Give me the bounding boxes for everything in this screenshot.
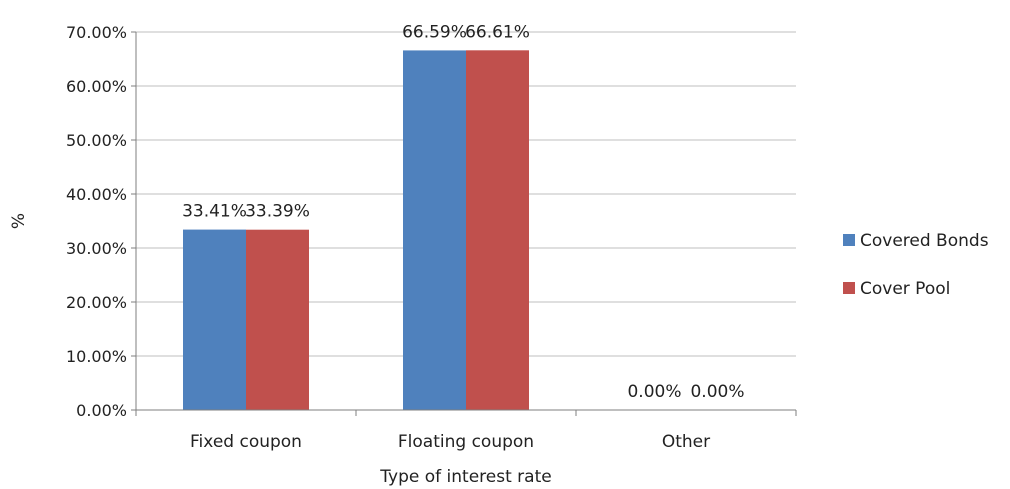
x-category-label: Floating coupon	[398, 432, 534, 452]
data-label-covered-bonds: 66.59%	[402, 22, 467, 42]
data-label-cover-pool: 66.61%	[465, 22, 530, 42]
y-tick-label: 40.00%	[66, 185, 127, 204]
data-label-covered-bonds: 0.00%	[627, 382, 681, 402]
category-labels: Fixed coupon Floating coupon Other	[190, 432, 710, 452]
legend-label-cover-pool: Cover Pool	[860, 279, 950, 299]
bar-cover-pool	[466, 50, 529, 410]
y-tick-label: 20.00%	[66, 293, 127, 312]
bar-covered-bonds	[403, 50, 466, 410]
legend: Covered Bonds Cover Pool	[843, 231, 989, 299]
bar-cover-pool	[246, 229, 309, 410]
y-tick-label: 60.00%	[66, 77, 127, 96]
data-label-cover-pool: 33.39%	[245, 202, 310, 222]
bar-covered-bonds	[183, 229, 246, 410]
y-tick-label: 10.00%	[66, 347, 127, 366]
axes	[131, 31, 797, 416]
bars	[183, 50, 529, 410]
data-labels: 33.41%33.39% 66.59%66.61% 0.00% 0.00%	[182, 22, 744, 402]
x-axis-title: Type of interest rate	[379, 467, 551, 487]
y-axis-title: %	[9, 213, 29, 229]
legend-swatch-cover-pool	[843, 282, 855, 294]
y-tick-label: 30.00%	[66, 239, 127, 258]
data-label-cover-pool: 0.00%	[690, 382, 744, 402]
y-tick-label: 0.00%	[76, 401, 127, 420]
x-category-label: Other	[662, 432, 710, 452]
x-category-label: Fixed coupon	[190, 432, 302, 452]
y-tick-labels: 0.00% 10.00% 20.00% 30.00% 40.00% 50.00% 60.00…	[66, 23, 127, 420]
data-label-covered-bonds: 33.41%	[182, 202, 247, 222]
legend-label-covered-bonds: Covered Bonds	[860, 231, 989, 251]
y-tick-label: 70.00%	[66, 23, 127, 42]
legend-swatch-covered-bonds	[843, 234, 855, 246]
y-tick-label: 50.00%	[66, 131, 127, 150]
